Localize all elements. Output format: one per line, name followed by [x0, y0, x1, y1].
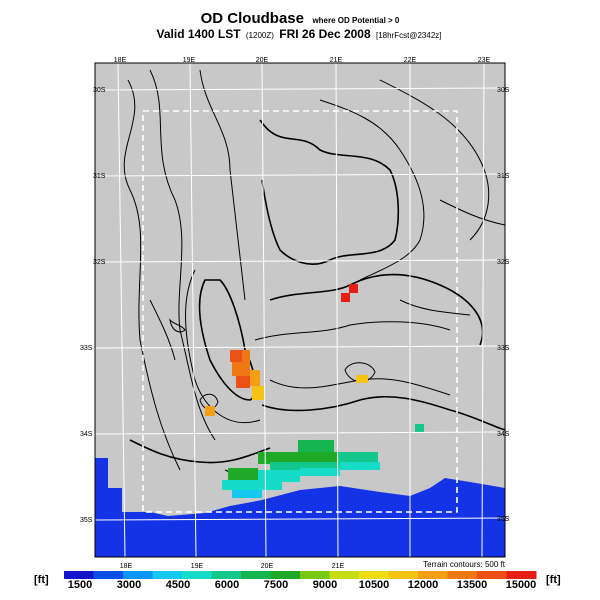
cell — [232, 490, 262, 498]
lon-labels-bottom: 18E 19E 20E 21E — [120, 563, 345, 570]
lat-label: 35S — [497, 516, 510, 523]
valid-time: Valid 1400 LST — [156, 27, 241, 41]
colorbar-swatch — [300, 571, 330, 579]
colorbar-swatch — [477, 571, 507, 579]
valid-time-line: Valid 1400 LST (1200Z) FRI 26 Dec 2008 [… — [0, 27, 600, 41]
colorbar-unit-right: [ft] — [546, 574, 561, 586]
colorbar-tick: 1500 — [67, 579, 93, 591]
colorbar-tick: 13500 — [456, 579, 488, 591]
colorbar-swatch — [152, 571, 183, 579]
cell — [415, 424, 424, 432]
cell — [252, 386, 264, 400]
cell — [338, 452, 378, 462]
colorbar-swatch — [123, 571, 153, 579]
map-title: OD Cloudbase where OD Potential > 0 — [0, 10, 600, 28]
cell — [222, 480, 282, 490]
cell — [340, 462, 380, 470]
colorbar-tick: 6000 — [214, 579, 240, 591]
lon-label: 19E — [191, 563, 204, 570]
cell — [205, 406, 215, 416]
lat-label: 30S — [497, 87, 510, 94]
colorbar-swatch — [359, 571, 389, 579]
lat-label: 31S — [497, 173, 510, 180]
lat-label: 35S — [80, 517, 93, 524]
colorbar-swatch — [64, 571, 94, 579]
lat-label: 33S — [497, 345, 510, 352]
title-subtitle: where OD Potential > 0 — [312, 16, 400, 25]
valid-date: FRI 26 Dec 2008 — [279, 27, 371, 41]
forecast-info: [18hrFcst@2342z] — [376, 31, 442, 40]
colorbar-tick: 4500 — [165, 579, 191, 591]
cell — [270, 462, 340, 470]
colorbar-tick: 7500 — [263, 579, 289, 591]
colorbar-swatch — [418, 571, 448, 579]
cell — [349, 284, 358, 293]
colorbar-swatch — [388, 571, 419, 579]
cell — [250, 370, 260, 386]
lon-label: 23E — [478, 57, 491, 64]
colorbar-swatch — [447, 571, 478, 579]
colorbar-swatch — [506, 571, 537, 579]
lat-label: 31S — [93, 173, 106, 180]
cell — [300, 468, 340, 476]
lat-label: 34S — [497, 431, 510, 438]
lat-label: 30S — [93, 87, 106, 94]
colorbar-swatch — [211, 571, 242, 579]
lon-label: 19E — [183, 57, 196, 64]
lon-label: 20E — [261, 563, 274, 570]
lat-label: 32S — [93, 259, 106, 266]
cell — [341, 293, 350, 302]
colorbar-swatch — [93, 571, 124, 579]
lon-label: 18E — [120, 563, 133, 570]
colorbar-swatch — [270, 571, 301, 579]
colorbar-tick: 3000 — [116, 579, 142, 591]
cell — [232, 362, 250, 376]
colorbar-tick: 12000 — [407, 579, 439, 591]
lon-label: 22E — [404, 57, 417, 64]
cell — [230, 350, 242, 362]
colorbar-tick: 9000 — [312, 579, 338, 591]
lon-label: 20E — [256, 57, 269, 64]
colorbar-swatch — [329, 571, 360, 579]
lat-labels-right: 30S 31S 32S 33S 34S 35S — [497, 87, 510, 523]
ocean-area — [95, 458, 505, 557]
cell — [298, 440, 334, 452]
lat-label: 34S — [80, 431, 93, 438]
lat-label: 33S — [80, 345, 93, 352]
lon-label: 18E — [114, 57, 127, 64]
inner-domain-box — [142, 110, 458, 513]
latlon-grid — [95, 63, 505, 557]
lon-label: 21E — [332, 563, 345, 570]
terrain-contour-note: Terrain contours: 500 ft — [423, 560, 505, 569]
cell — [258, 470, 300, 482]
lat-label: 32S — [497, 259, 510, 266]
title-main: OD Cloudbase — [200, 10, 304, 27]
lon-label: 21E — [330, 57, 343, 64]
terrain-contours — [123, 69, 505, 478]
colorbar — [64, 571, 537, 579]
lon-labels-top: 18E 19E 20E 21E 22E 23E — [114, 57, 491, 64]
colorbar-swatch — [182, 571, 212, 579]
run-time: (1200Z) — [245, 31, 274, 40]
colorbar-tick: 10500 — [358, 579, 390, 591]
cell — [242, 350, 250, 362]
cell — [356, 375, 368, 383]
colorbar-unit-left: [ft] — [34, 574, 49, 586]
map-frame — [94, 62, 506, 558]
lat-labels-left: 30S 31S 32S 33S 34S 35S — [80, 87, 106, 524]
cell — [228, 468, 258, 480]
cloudbase-cells — [205, 284, 424, 498]
colorbar-tick: 15000 — [505, 579, 537, 591]
colorbar-swatch — [241, 571, 271, 579]
cell — [236, 376, 250, 388]
cell — [258, 452, 338, 464]
